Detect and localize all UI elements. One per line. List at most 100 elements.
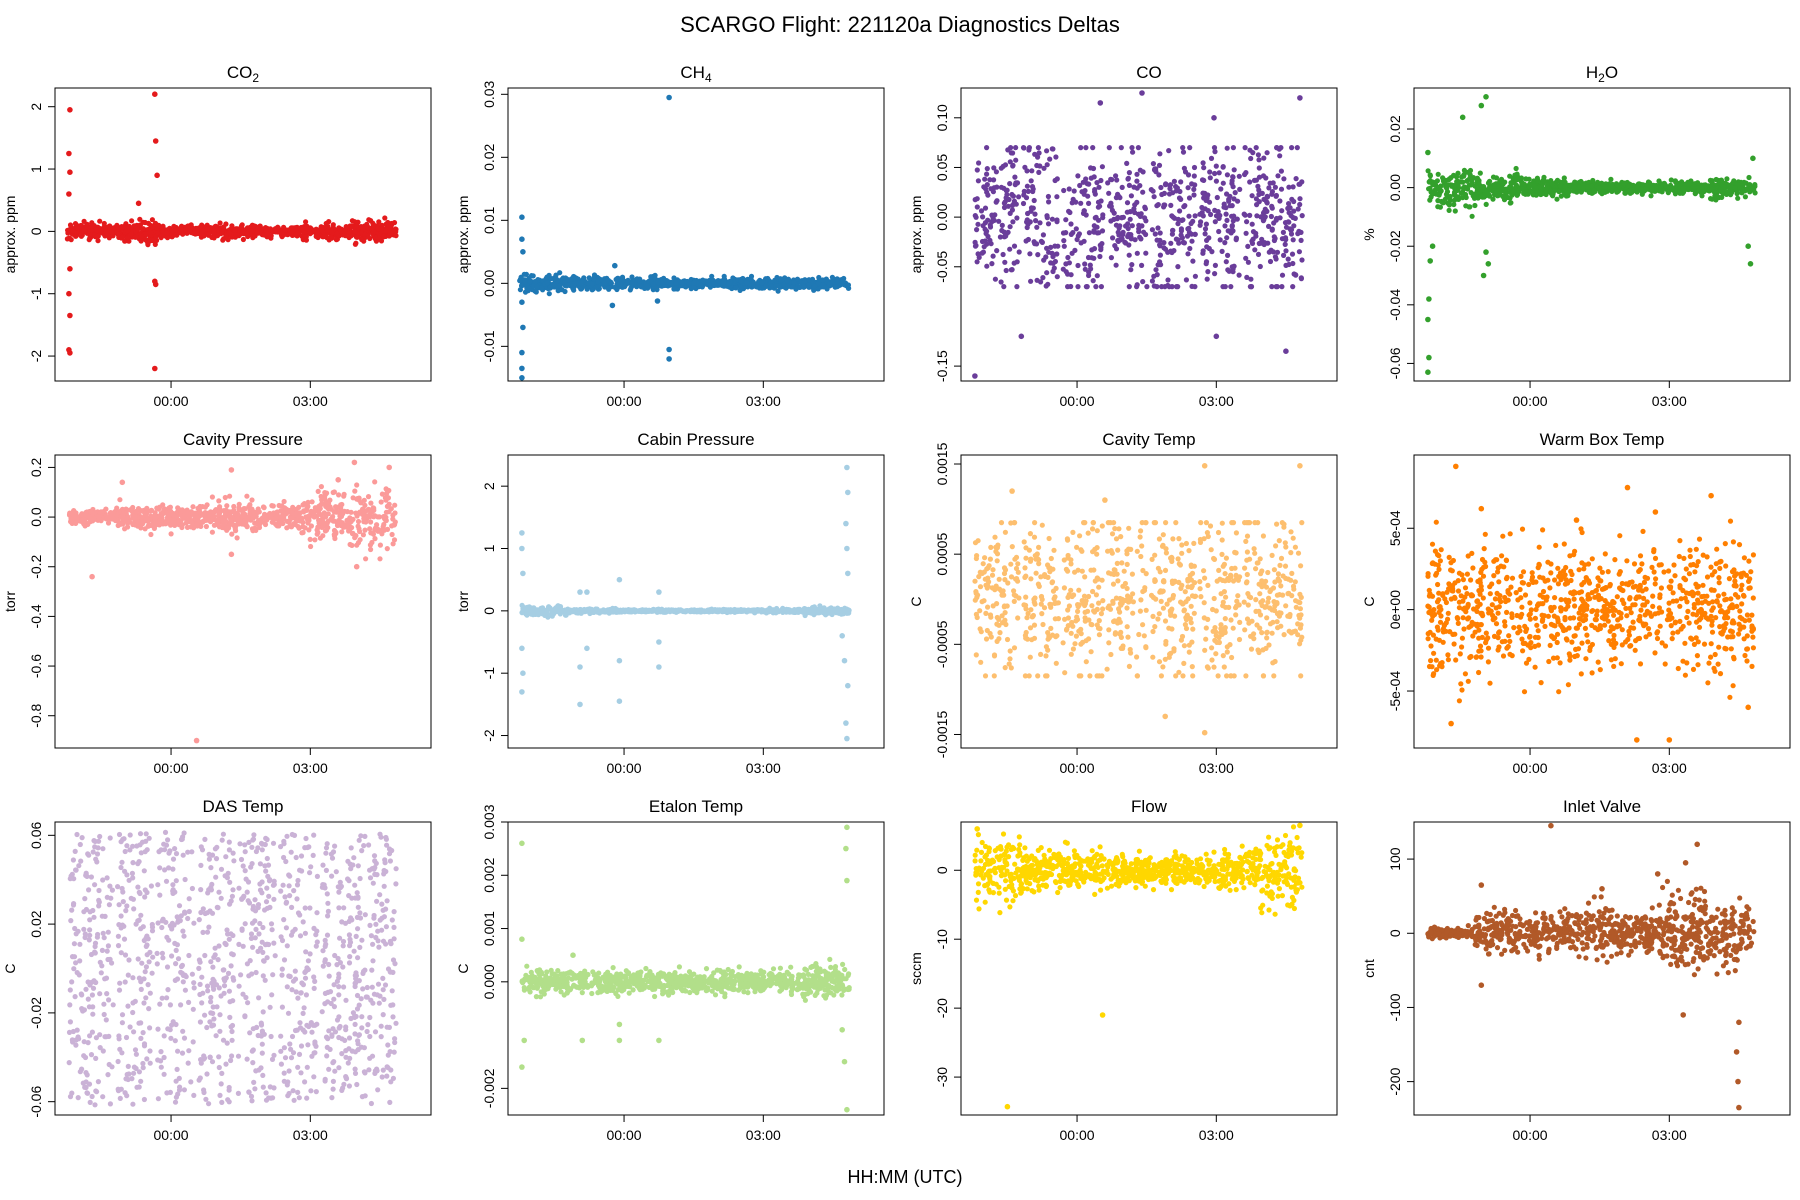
data-point	[998, 184, 1005, 190]
data-point	[1023, 238, 1029, 244]
data-point	[589, 281, 595, 287]
data-point	[1108, 255, 1114, 261]
data-point	[1230, 218, 1236, 224]
data-point	[1013, 145, 1019, 151]
panel-title: Cavity Pressure	[183, 430, 303, 449]
data-point	[109, 229, 115, 235]
data-point	[1158, 184, 1164, 191]
data-point	[1140, 279, 1146, 285]
data-point	[1150, 161, 1156, 167]
data-point	[1297, 196, 1303, 202]
outlier-point	[520, 249, 526, 255]
data-point	[1455, 194, 1461, 200]
data-point	[1490, 196, 1496, 202]
data-point	[1075, 173, 1081, 179]
data-point	[1199, 204, 1205, 211]
data-point	[1028, 178, 1034, 184]
data-point	[1519, 186, 1526, 192]
data-point	[334, 522, 341, 529]
data-point	[319, 524, 325, 531]
data-point	[1212, 262, 1218, 268]
data-point	[672, 286, 678, 292]
data-point	[1186, 195, 1193, 201]
data-point	[1214, 194, 1220, 201]
data-point	[1231, 196, 1237, 202]
outlier-point	[1485, 261, 1492, 267]
data-point	[628, 285, 634, 291]
data-point	[301, 509, 307, 515]
data-point	[1445, 200, 1451, 206]
data-point	[308, 543, 314, 550]
data-point	[318, 484, 324, 490]
data-point	[1280, 229, 1286, 235]
data-point	[1028, 278, 1034, 284]
data-point	[303, 514, 309, 520]
panel-title: Cabin Pressure	[637, 430, 754, 449]
data-point	[726, 281, 732, 287]
data-point	[1521, 190, 1527, 196]
data-point	[1041, 165, 1047, 171]
data-point	[1202, 231, 1208, 237]
data-point	[987, 222, 993, 228]
data-point	[1073, 199, 1079, 205]
data-point	[130, 504, 136, 511]
outlier-point	[351, 459, 358, 466]
data-point	[1005, 229, 1011, 235]
data-point	[293, 506, 299, 512]
data-point	[763, 283, 769, 290]
data-point	[302, 525, 308, 531]
data-point	[1168, 248, 1174, 254]
data-point	[1572, 179, 1578, 185]
outlier-point	[1425, 316, 1431, 323]
outlier-point	[1213, 333, 1220, 340]
data-point	[139, 514, 145, 521]
data-point	[1046, 249, 1052, 255]
data-point	[1200, 213, 1206, 219]
data-point	[806, 282, 812, 288]
panel-title: H2O	[1586, 63, 1618, 85]
data-point	[1077, 182, 1083, 189]
outlier-point	[66, 191, 72, 197]
data-point	[251, 223, 257, 229]
outlier-point	[520, 324, 526, 331]
y-tick-label: -0.2	[28, 554, 44, 578]
data-point	[1544, 184, 1550, 190]
data-point	[996, 218, 1002, 224]
data-point	[1078, 200, 1084, 206]
data-point	[145, 237, 151, 244]
data-point	[1242, 171, 1248, 178]
data-point	[1132, 237, 1138, 243]
y-tick-label: -0.6	[28, 654, 44, 678]
data-point	[1168, 240, 1174, 246]
data-point	[1461, 172, 1467, 178]
data-point	[721, 279, 727, 286]
data-point	[517, 287, 524, 293]
data-point	[1444, 182, 1450, 188]
data-point	[339, 511, 345, 517]
data-point	[308, 523, 314, 529]
data-point	[1230, 174, 1236, 180]
data-point	[166, 515, 172, 521]
plot-frame	[54, 454, 432, 749]
data-point	[353, 533, 359, 539]
outlier-point	[154, 172, 160, 179]
data-point	[95, 238, 101, 244]
data-point	[1001, 284, 1007, 290]
data-point	[1533, 185, 1539, 191]
data-point	[1131, 184, 1137, 190]
data-point	[292, 522, 299, 528]
data-point	[1236, 173, 1242, 179]
data-point	[1159, 284, 1165, 290]
data-point	[338, 502, 344, 508]
data-point	[201, 512, 207, 519]
data-point	[715, 278, 721, 284]
data-point	[1438, 198, 1444, 205]
data-point	[1143, 218, 1149, 224]
data-point	[1151, 194, 1157, 200]
data-point	[333, 529, 339, 535]
data-point	[987, 177, 993, 183]
data-point	[1007, 224, 1013, 230]
y-axis-label: approx. ppm	[908, 196, 924, 274]
data-point	[585, 280, 591, 286]
data-point	[361, 223, 367, 229]
